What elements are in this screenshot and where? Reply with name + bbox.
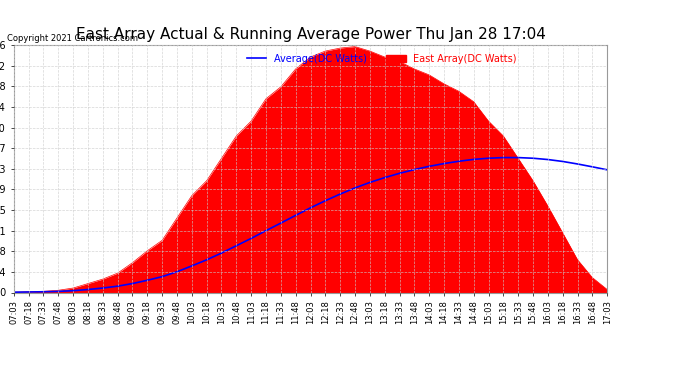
Title: East Array Actual & Running Average Power Thu Jan 28 17:04: East Array Actual & Running Average Powe… xyxy=(76,27,545,42)
Legend: Average(DC Watts), East Array(DC Watts): Average(DC Watts), East Array(DC Watts) xyxy=(243,50,521,68)
Text: Copyright 2021 Cartronics.com: Copyright 2021 Cartronics.com xyxy=(7,34,138,43)
